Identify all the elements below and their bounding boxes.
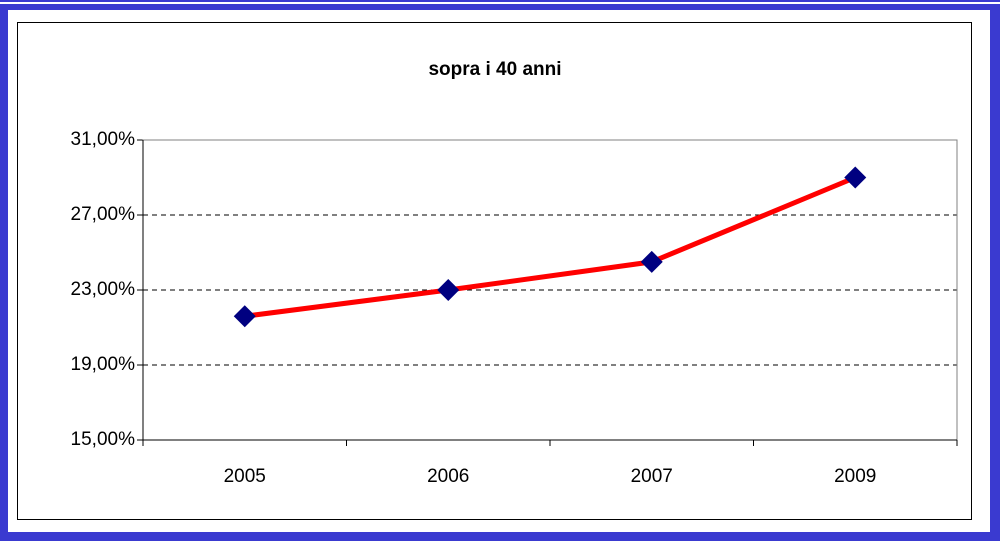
chart-title: sopra i 40 anni xyxy=(428,59,561,80)
x-tick-label: 2007 xyxy=(631,466,673,487)
y-tick-label: 27,00% xyxy=(71,204,136,225)
x-tick-label: 2005 xyxy=(224,466,266,487)
y-tick-label: 19,00% xyxy=(71,354,136,375)
marker xyxy=(640,250,663,273)
marker xyxy=(233,305,256,328)
y-tick-label: 15,00% xyxy=(71,429,136,450)
x-tick-label: 2009 xyxy=(834,466,876,487)
line xyxy=(244,175,857,319)
x-tick-label: 2006 xyxy=(427,466,469,487)
y-tick-label: 23,00% xyxy=(71,279,136,300)
chart-area xyxy=(8,10,990,532)
marker xyxy=(437,279,460,301)
marker xyxy=(844,166,867,189)
chart-border xyxy=(17,22,972,520)
y-tick-label: 31,00% xyxy=(71,129,136,150)
